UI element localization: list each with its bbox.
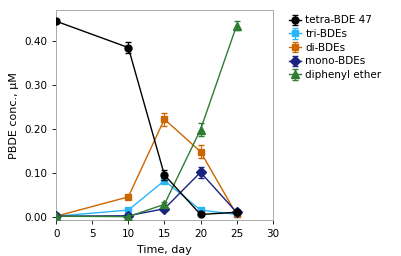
Legend: tetra-BDE 47, tri-BDEs, di-BDEs, mono-BDEs, diphenyl ether: tetra-BDE 47, tri-BDEs, di-BDEs, mono-BD… [287, 13, 383, 82]
Y-axis label: PBDE conc., μM: PBDE conc., μM [8, 72, 18, 159]
X-axis label: Time, day: Time, day [137, 245, 192, 255]
